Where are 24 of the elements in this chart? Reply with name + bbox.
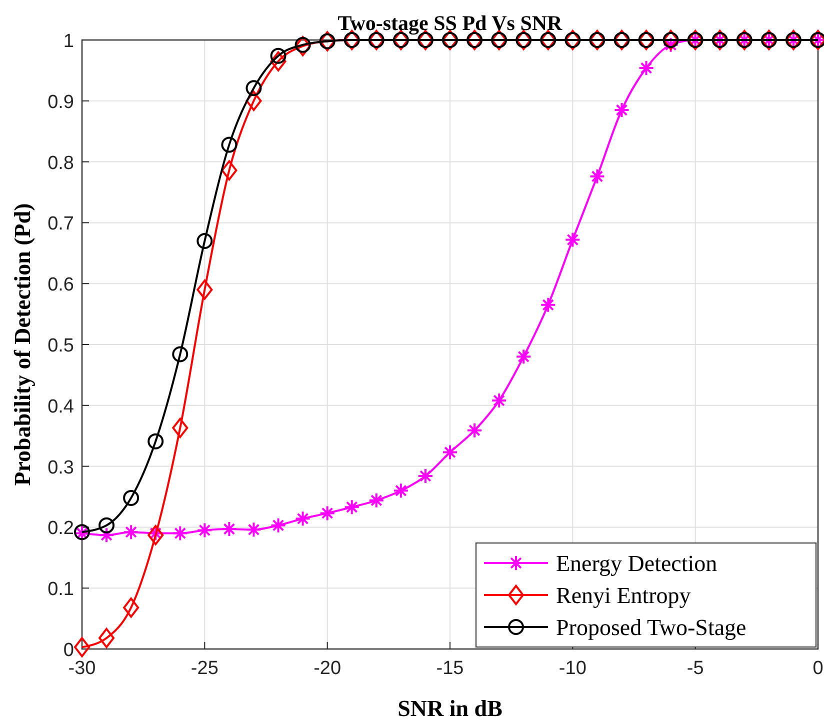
- x-tick-label: -20: [314, 658, 342, 679]
- x-tick-label: -30: [68, 658, 96, 679]
- chart-title: Two-stage SS Pd Vs SNR: [338, 11, 564, 35]
- x-tick-label: -15: [436, 658, 464, 679]
- x-tick-label: -5: [686, 658, 704, 679]
- x-tick-label: 0: [812, 658, 824, 679]
- y-tick-label: 0.2: [48, 518, 74, 540]
- y-tick-label: 0: [63, 640, 74, 661]
- y-tick-label: 0.3: [48, 457, 74, 478]
- y-tick-label: 0.5: [48, 336, 74, 356]
- y-tick-label: 0.8: [48, 152, 74, 174]
- x-tick-label: -25: [190, 658, 218, 679]
- y-tick-label: 0.9: [48, 92, 74, 113]
- y-tick-label: 0.1: [48, 579, 74, 600]
- y-axis-title: Probability of Detection (Pd): [10, 203, 35, 486]
- y-tick-label: 1: [63, 31, 74, 52]
- legend-label: Renyi Entropy: [556, 583, 692, 608]
- legend-label: Energy Detection: [556, 551, 718, 576]
- y-tick-label: 0.4: [48, 396, 74, 418]
- legend-label: Proposed Two-Stage: [556, 615, 746, 640]
- x-axis-title: SNR in dB: [398, 696, 502, 721]
- x-tick-label: -10: [558, 658, 586, 679]
- y-tick-label: 0.6: [48, 274, 74, 296]
- y-tick-label: 0.7: [48, 214, 74, 235]
